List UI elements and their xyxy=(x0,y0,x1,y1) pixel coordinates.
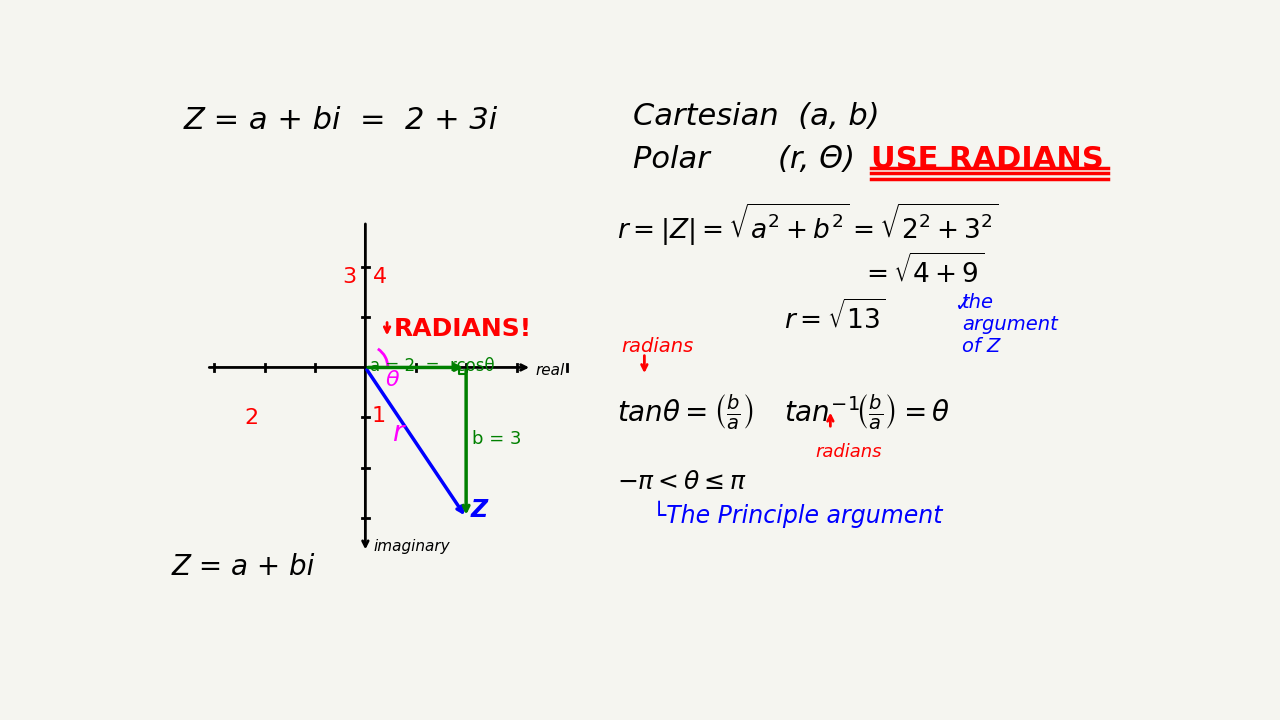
Text: Cartesian  (a, b): Cartesian (a, b) xyxy=(632,102,879,131)
Text: $r = \sqrt{13}$: $r = \sqrt{13}$ xyxy=(783,300,886,336)
Text: radians: radians xyxy=(621,337,694,356)
Text: Z: Z xyxy=(471,498,488,522)
Text: imaginary: imaginary xyxy=(374,539,449,554)
Text: r: r xyxy=(392,418,403,446)
Text: 2: 2 xyxy=(244,408,259,428)
Text: 4: 4 xyxy=(374,267,388,287)
Text: 1: 1 xyxy=(371,406,385,426)
Text: radians: radians xyxy=(815,443,882,461)
Text: RADIANS!: RADIANS! xyxy=(393,318,531,341)
Text: θ: θ xyxy=(385,370,399,390)
Text: real: real xyxy=(536,363,566,378)
Text: $-\pi < \theta \leq \pi$: $-\pi < \theta \leq \pi$ xyxy=(617,470,748,494)
Text: the
argument
of Z: the argument of Z xyxy=(963,293,1057,356)
Text: USE RADIANS: USE RADIANS xyxy=(872,145,1105,174)
Text: $tan^{-1}\!\left(\frac{b}{a}\right) = \theta$: $tan^{-1}\!\left(\frac{b}{a}\right) = \t… xyxy=(783,393,950,432)
Text: a = 2  =  rcosθ: a = 2 = rcosθ xyxy=(370,356,494,374)
Text: 3: 3 xyxy=(342,267,356,287)
Text: $= \sqrt{4+9}$: $= \sqrt{4+9}$ xyxy=(861,254,984,289)
Text: Z = a + bi  =  2 + 3i: Z = a + bi = 2 + 3i xyxy=(183,106,498,135)
Text: └The Principle argument: └The Principle argument xyxy=(652,500,942,528)
Text: b = 3: b = 3 xyxy=(472,430,522,448)
Text: $r = |Z| = \sqrt{a^2+b^2}  =  \sqrt{2^2+3^2}$: $r = |Z| = \sqrt{a^2+b^2} = \sqrt{2^2+3^… xyxy=(617,202,998,248)
Text: ✓: ✓ xyxy=(955,296,970,315)
Text: Polar       (r, Θ): Polar (r, Θ) xyxy=(632,145,855,174)
Text: Z = a + bi: Z = a + bi xyxy=(172,553,315,581)
Text: $tan\theta = \left(\frac{b}{a}\right)$: $tan\theta = \left(\frac{b}{a}\right)$ xyxy=(617,393,754,432)
